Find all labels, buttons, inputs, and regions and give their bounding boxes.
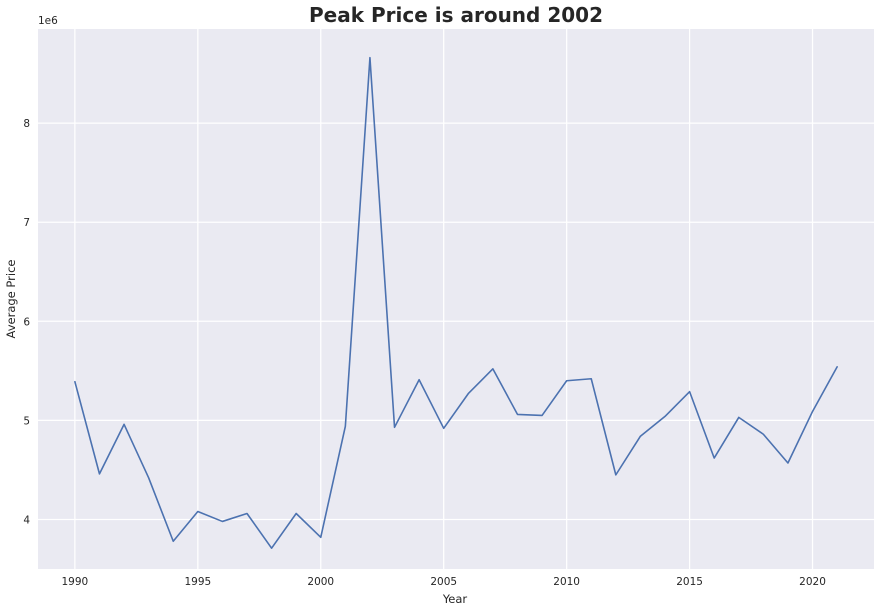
chart-title: Peak Price is around 2002 — [309, 3, 603, 27]
x-tick-label: 1995 — [184, 576, 211, 588]
y-axis-label: Average Price — [4, 260, 18, 339]
y-axis-offset-label: 1e6 — [38, 15, 58, 27]
x-tick-label: 2010 — [553, 576, 580, 588]
y-tick-label: 7 — [23, 217, 30, 229]
series-layer — [74, 56, 838, 549]
x-tick-label: 2005 — [430, 576, 457, 588]
y-tick-label: 8 — [23, 118, 30, 130]
x-tick-label: 1990 — [62, 576, 89, 588]
y-tick-label: 5 — [23, 415, 30, 427]
price-series-line — [74, 56, 838, 549]
x-tick-label: 2020 — [799, 576, 826, 588]
x-tick-label: 2015 — [676, 576, 703, 588]
y-tick-label: 6 — [23, 316, 30, 328]
y-tick-label: 4 — [23, 514, 30, 526]
y-axis-ticks: 4 5 6 7 8 — [23, 118, 30, 526]
x-axis-label: Year — [442, 592, 468, 606]
x-axis-ticks: 1990 1995 2000 2005 2010 2015 2020 — [62, 576, 826, 588]
grid-lines — [38, 29, 874, 569]
x-tick-label: 2000 — [307, 576, 334, 588]
plot-area — [38, 29, 874, 569]
